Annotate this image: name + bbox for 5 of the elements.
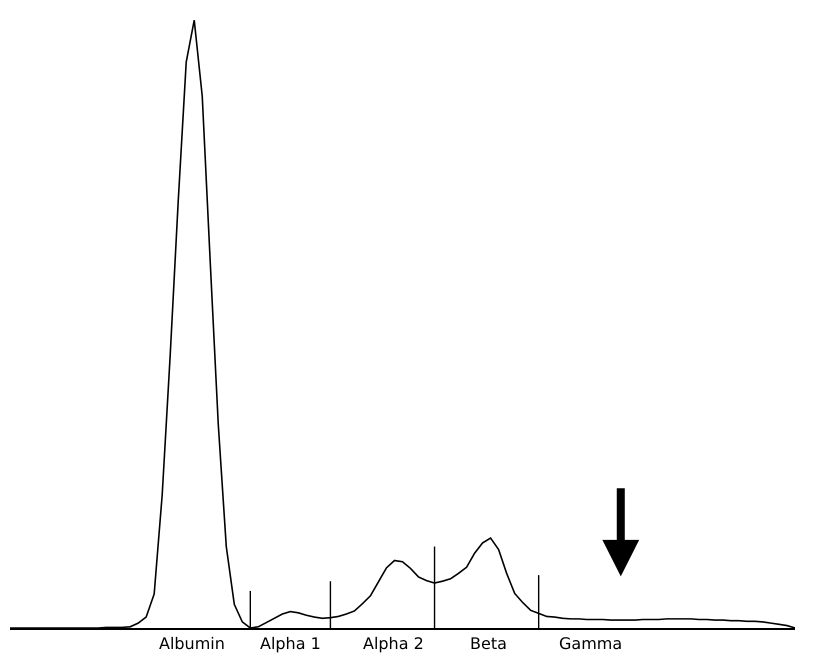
text: Gamma bbox=[559, 634, 622, 653]
text: Albumin bbox=[159, 634, 225, 653]
text: Alpha 1 bbox=[260, 634, 321, 653]
text: Beta bbox=[470, 634, 507, 653]
text: Alpha 2 bbox=[363, 634, 424, 653]
